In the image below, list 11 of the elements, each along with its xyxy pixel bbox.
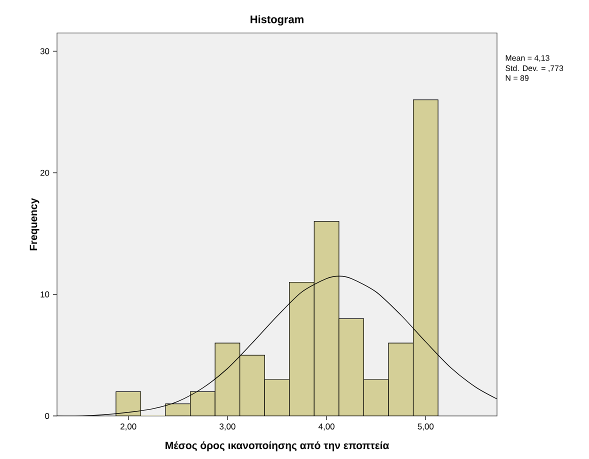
y-axis-title: Frequency <box>30 198 40 250</box>
y-tick-label: 30 <box>40 48 50 54</box>
x-tick-label: 2,00 <box>120 424 136 430</box>
x-tick-label: 5,00 <box>418 424 434 430</box>
y-tick-label: 0 <box>45 412 50 419</box>
x-tick-label: 4,00 <box>318 424 334 430</box>
y-tick-label: 20 <box>40 170 50 176</box>
x-tick-label: 3,00 <box>220 424 236 430</box>
chart-title: Histogram <box>250 15 304 26</box>
y-tick-label: 10 <box>40 291 50 298</box>
x-axis-title: Μέσος όρος ικανοποίησης από την εποπτεία <box>166 441 390 452</box>
